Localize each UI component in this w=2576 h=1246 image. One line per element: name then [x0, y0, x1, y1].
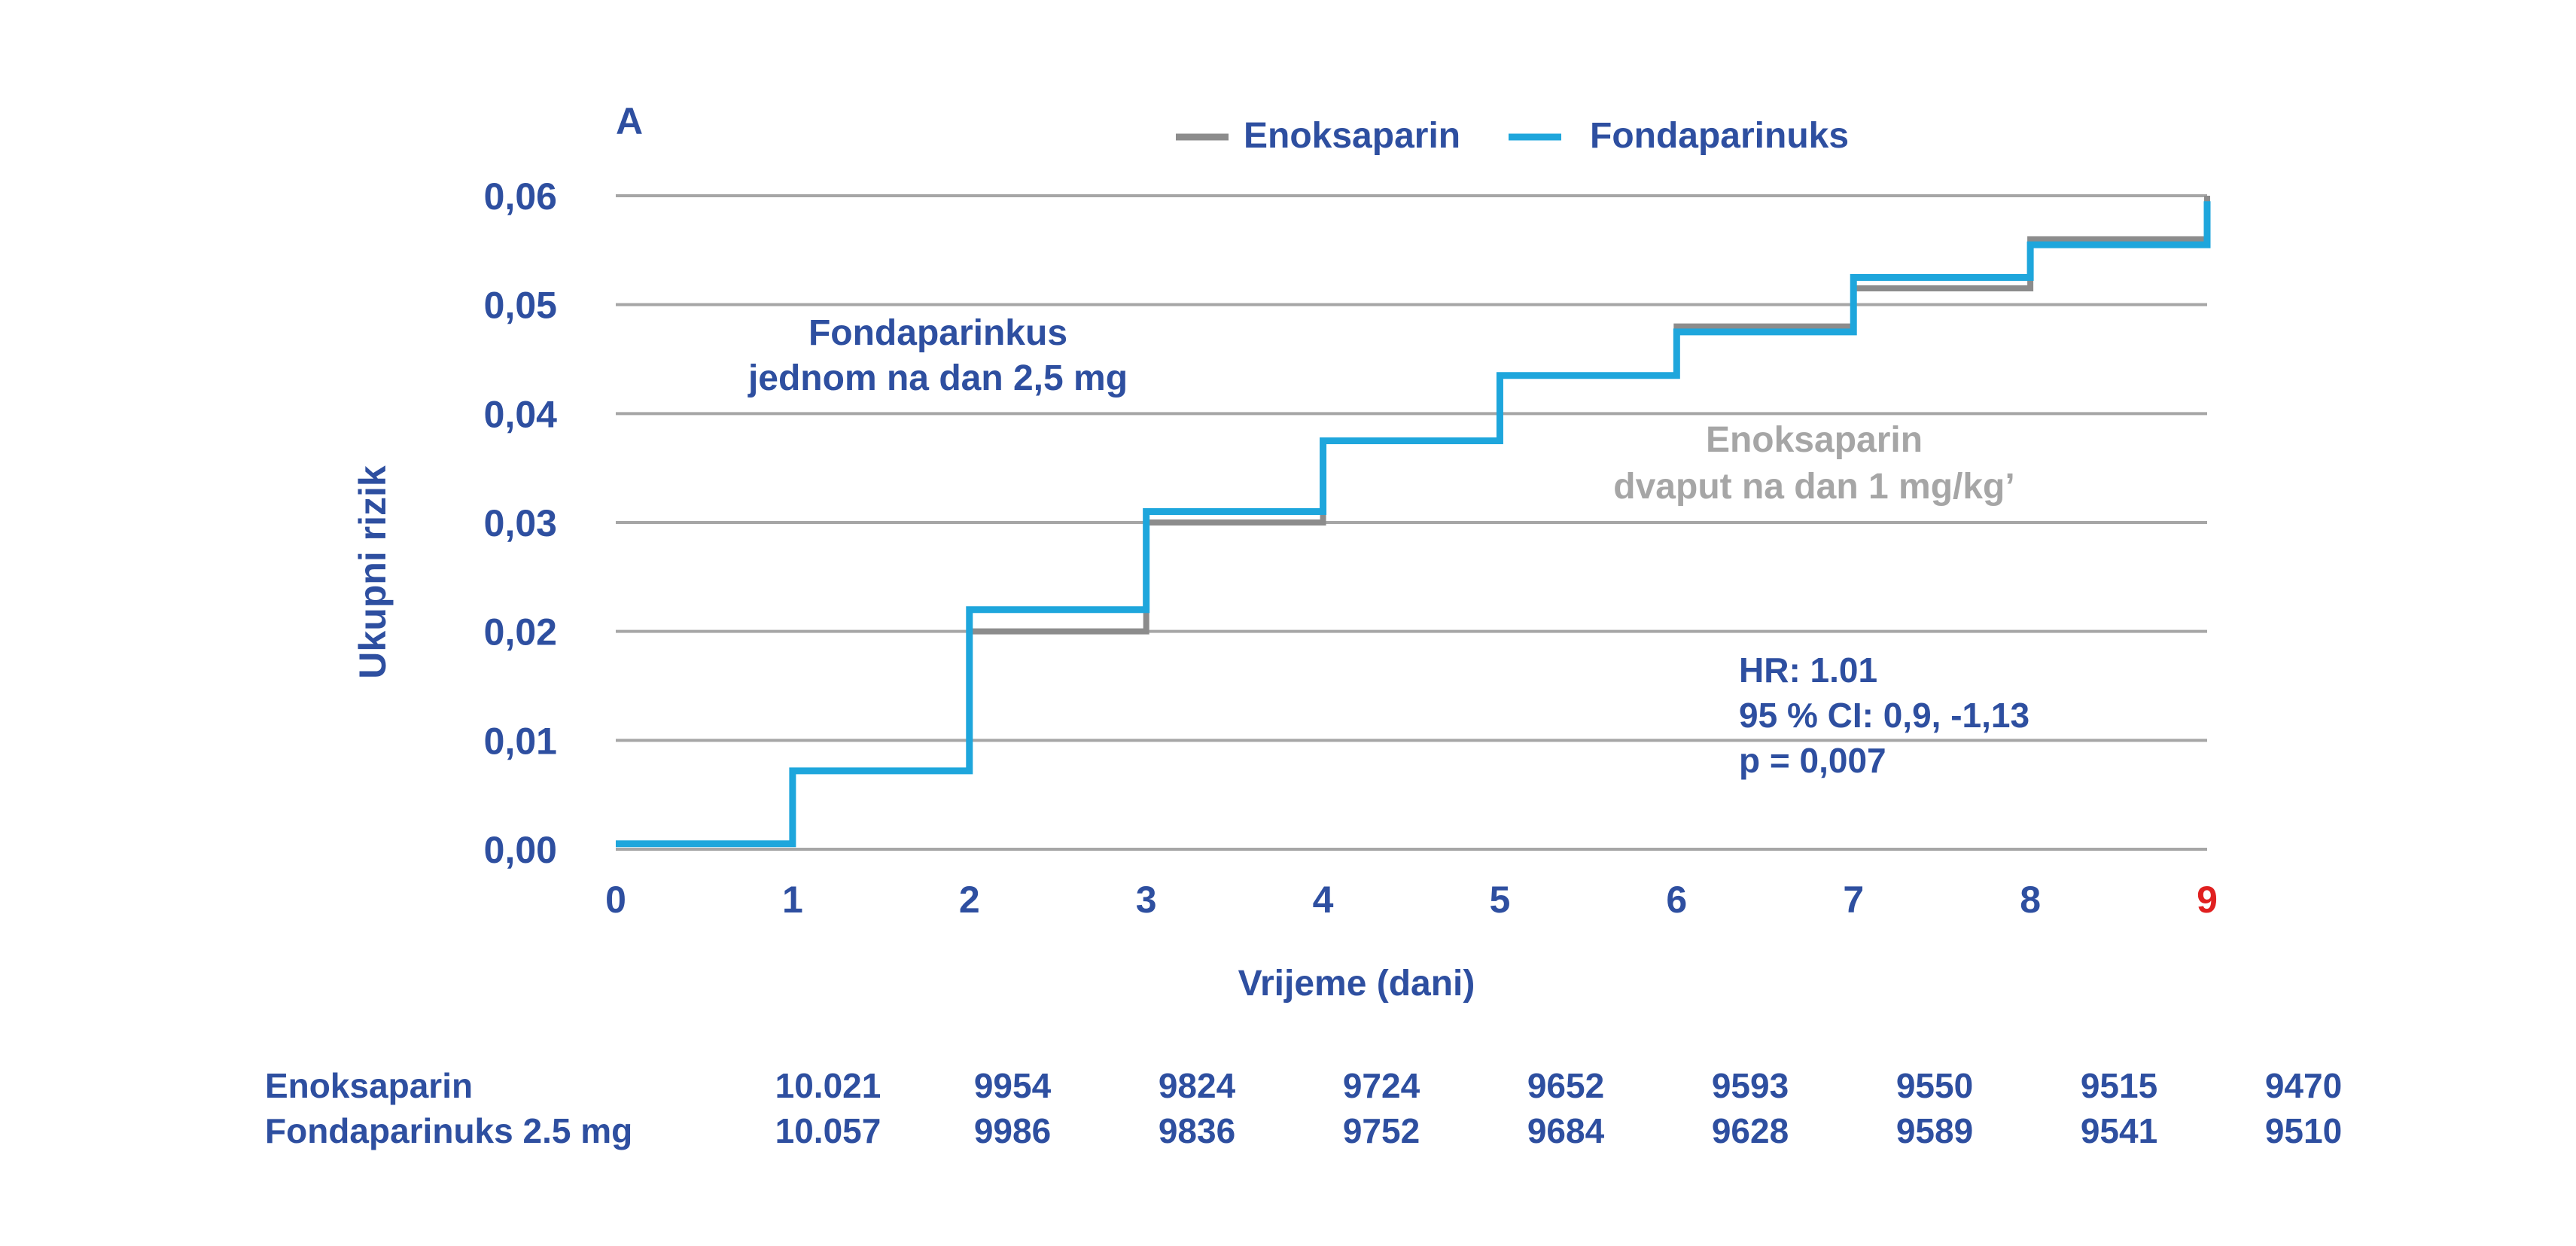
x-tick-label-3: 3: [1136, 879, 1157, 921]
series-lines: [616, 196, 2211, 848]
stats-hr: HR: 1.01: [1739, 650, 1877, 690]
y-tick-label-0: 0,00: [484, 829, 557, 871]
annotation-enoksaparin-line1: Enoksaparin: [1706, 420, 1923, 460]
y-tick-label-3: 0,03: [484, 502, 557, 544]
legend: Enoksaparin Fondaparinuks: [1176, 116, 1849, 156]
x-tick-label-8: 8: [2020, 879, 2041, 921]
stats-ci: 95 % CI: 0,9, -1,13: [1739, 696, 2029, 735]
risk-table-cell-0-7: 9515: [2081, 1066, 2157, 1105]
y-tick-label-4: 0,04: [484, 393, 558, 435]
risk-table-cell-0-3: 9724: [1343, 1066, 1420, 1105]
risk-table-cell-0-0: 10.021: [775, 1066, 882, 1105]
risk-table-cell-1-6: 9589: [1896, 1111, 1973, 1150]
legend-label-enoksaparin: Enoksaparin: [1244, 116, 1460, 156]
x-axis-label: Vrijeme (dani): [1238, 964, 1475, 1004]
risk-table-cell-0-2: 9824: [1159, 1066, 1236, 1105]
risk-table-cell-0-1: 9954: [974, 1066, 1052, 1105]
legend-label-fondaparinuks: Fondaparinuks: [1590, 116, 1849, 156]
annotation-fondaparinkus: Fondaparinkus jednom na dan 2,5 mg: [748, 313, 1128, 398]
annotation-enoksaparin: Enoksaparin dvaput na dan 1 mg/kg’: [1613, 420, 2014, 507]
risk-table-cell-1-4: 9684: [1527, 1111, 1605, 1150]
risk-table-cell-0-4: 9652: [1527, 1066, 1604, 1105]
x-tick-label-2: 2: [959, 879, 980, 921]
risk-table-cell-1-3: 9752: [1343, 1111, 1420, 1150]
risk-table-cell-1-1: 9986: [974, 1111, 1051, 1150]
panel-label: A: [616, 100, 643, 142]
risk-table-cell-0-5: 9593: [1712, 1066, 1789, 1105]
x-axis-ticks: 0 1 2 3 4 5 6 7 8 9: [605, 879, 2218, 921]
x-tick-label-7: 7: [1843, 879, 1864, 921]
x-tick-label-0: 0: [605, 879, 626, 921]
x-tick-label-4: 4: [1313, 879, 1334, 921]
risk-table-cell-1-8: 9510: [2265, 1111, 2342, 1150]
annotation-fondaparinkus-line2: jednom na dan 2,5 mg: [748, 358, 1128, 398]
risk-table-row-label-1: Fondaparinuks 2.5 mg: [265, 1111, 632, 1150]
y-tick-label-5: 0,05: [484, 285, 557, 327]
risk-table-cell-1-0: 10.057: [775, 1111, 882, 1150]
series-line-enoksaparin: [616, 196, 2210, 847]
y-tick-label-2: 0,02: [484, 611, 557, 653]
annotation-fondaparinkus-line1: Fondaparinkus: [808, 313, 1067, 353]
y-axis-ticks: 0,00 0,01 0,02 0,03 0,04 0,05 0,06: [484, 175, 558, 871]
series-line-fondaparinuks: [616, 201, 2211, 848]
risk-table-cell-0-6: 9550: [1896, 1066, 1973, 1105]
grid-lines: [616, 194, 2207, 851]
risk-table-cell-1-5: 9628: [1712, 1111, 1789, 1150]
risk-table-cell-0-8: 9470: [2265, 1066, 2342, 1105]
y-tick-label-6: 0,06: [484, 175, 557, 218]
x-tick-label-6: 6: [1666, 879, 1687, 921]
risk-table: Enoksaparin 10.021 9954 9824 9724 9652 9593 955…: [265, 1066, 2342, 1150]
risk-table-cell-1-7: 9541: [2081, 1111, 2157, 1150]
x-tick-label-9: 9: [2197, 879, 2218, 921]
stats-p: p = 0,007: [1739, 741, 1886, 780]
risk-table-cell-1-2: 9836: [1159, 1111, 1235, 1150]
risk-table-row-label-0: Enoksaparin: [265, 1066, 473, 1105]
annotation-stats: HR: 1.01 95 % CI: 0,9, -1,13 p = 0,007: [1739, 650, 2029, 780]
y-axis-label: Ukupni rizik: [352, 465, 394, 679]
y-tick-label-1: 0,01: [484, 720, 557, 762]
x-tick-label-5: 5: [1490, 879, 1511, 921]
x-tick-label-1: 1: [782, 879, 803, 921]
annotation-enoksaparin-line2: dvaput na dan 1 mg/kg’: [1613, 467, 2014, 507]
